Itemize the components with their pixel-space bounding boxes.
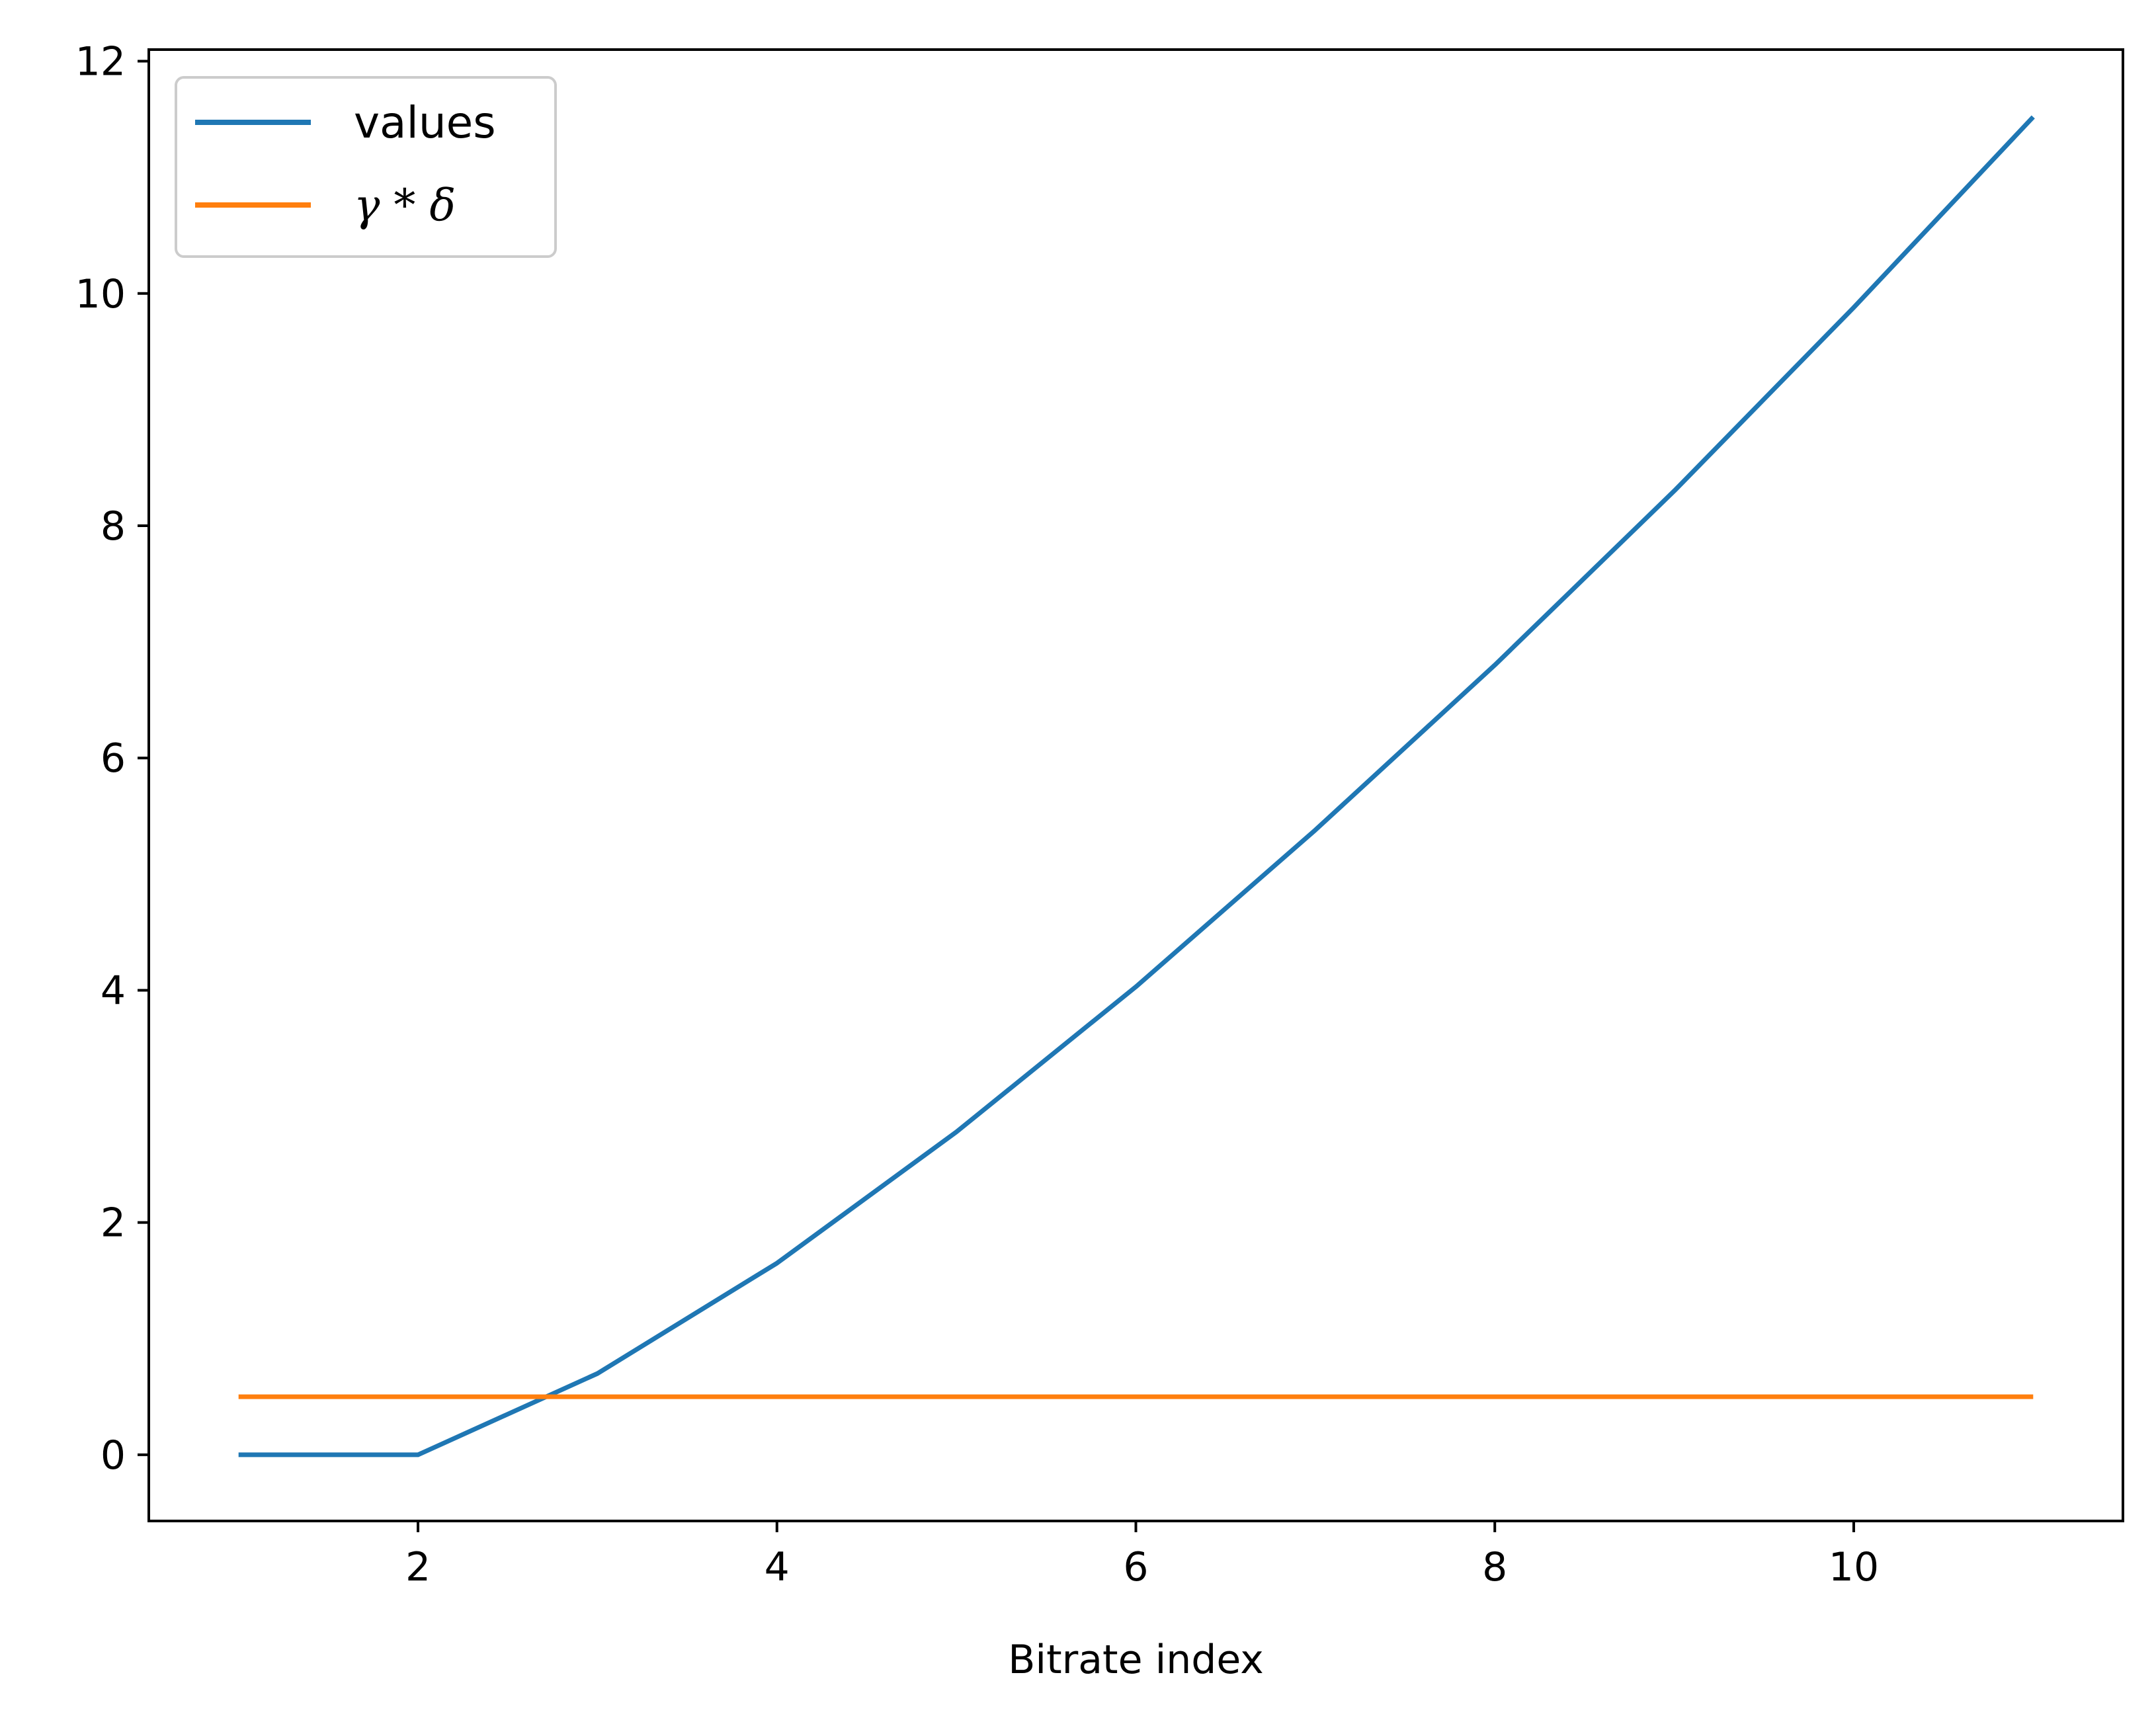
- x-axis-ticks: 2 4 6 8 10: [405, 1521, 1879, 1590]
- y-tick-label: 10: [75, 271, 126, 317]
- x-tick-label: 6: [1123, 1544, 1148, 1590]
- y-tick-label: 2: [101, 1200, 126, 1247]
- plot-lines: [238, 115, 2035, 1457]
- y-tick-label: 12: [75, 39, 126, 85]
- y-tick-label: 6: [101, 735, 126, 782]
- x-tick-label: 4: [765, 1544, 790, 1590]
- legend-label-values: values: [354, 97, 496, 148]
- x-tick-label: 10: [1829, 1544, 1879, 1590]
- y-tick-label: 4: [101, 967, 126, 1014]
- x-axis-label: Bitrate index: [1008, 1637, 1263, 1683]
- y-tick-label: 0: [101, 1432, 126, 1479]
- x-tick-label: 2: [405, 1544, 431, 1590]
- legend-label-gamma-delta: γ * δ: [354, 180, 456, 231]
- series-line-values: [238, 115, 2035, 1457]
- legend: values γ * δ: [175, 76, 557, 258]
- y-tick-label: 8: [101, 503, 126, 550]
- x-tick-label: 8: [1482, 1544, 1507, 1590]
- y-axis-ticks: 0 2 4 6 8 10 12: [75, 39, 149, 1479]
